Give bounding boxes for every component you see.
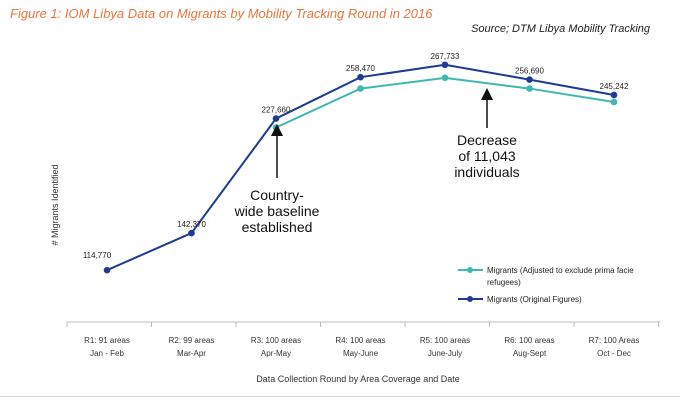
data-point <box>441 61 449 69</box>
figure-source: Source; DTM Libya Mobility Tracking <box>471 23 650 35</box>
data-point <box>526 76 533 83</box>
x-tick-label: Oct - Dec <box>597 349 631 358</box>
x-tick-label: Apr-May <box>261 349 291 358</box>
bottom-divider <box>0 396 680 397</box>
data-label: 256,690 <box>515 67 544 76</box>
data-point <box>357 73 364 81</box>
data-label: 258,470 <box>346 64 375 73</box>
data-label: 245,242 <box>600 82 629 91</box>
data-label: 114,770 <box>83 251 112 260</box>
annotation-text: established <box>242 219 313 235</box>
x-tick-label: Jan - Feb <box>90 349 124 358</box>
annotation-text: individuals <box>454 164 519 180</box>
x-tick-label: R4: 100 areas <box>335 336 385 345</box>
legend-label: Migrants (Adjusted to exclude prima faci… <box>487 266 634 275</box>
legend-label: refugees) <box>487 278 521 287</box>
x-axis-title: Data Collection Round by Area Coverage a… <box>256 374 460 384</box>
figure-title: Figure 1: IOM Libya Data on Migrants by … <box>10 6 433 21</box>
annotation-text: Country- <box>250 187 304 203</box>
x-tick-label: R3: 100 areas <box>251 336 301 345</box>
data-point <box>610 91 618 99</box>
x-tick-label: R7: 100 Areas <box>589 336 640 345</box>
x-tick-label: R5: 100 areas <box>420 336 470 345</box>
data-label: 267,733 <box>431 52 460 61</box>
series-line <box>106 63 615 272</box>
annotation-arrowhead <box>271 124 283 136</box>
data-point <box>526 85 533 92</box>
x-tick-label: R6: 100 areas <box>504 336 554 345</box>
x-tick-label: R2: 99 areas <box>169 336 215 345</box>
data-label: 142,370 <box>177 220 206 229</box>
data-label: 227,660 <box>262 106 291 115</box>
legend-label: Migrants (Original Figures) <box>487 295 582 304</box>
annotation-arrowhead <box>481 88 493 100</box>
y-axis-title: # Migrants Identified <box>50 164 60 245</box>
data-point <box>188 229 195 237</box>
x-tick-label: May-June <box>343 349 379 358</box>
data-point <box>103 266 111 274</box>
annotation-text: Decrease <box>457 132 517 148</box>
data-point <box>272 115 280 122</box>
x-tick-label: Aug-Sept <box>513 349 547 358</box>
data-point <box>357 85 364 92</box>
x-tick-label: R1: 91 areas <box>84 336 130 345</box>
annotation-text: of 11,043 <box>458 148 516 164</box>
legend-marker <box>467 267 473 273</box>
annotation-text: wide baseline <box>234 203 320 219</box>
legend-marker <box>467 296 473 302</box>
data-point <box>610 98 618 106</box>
x-tick-label: Mar-Apr <box>177 349 206 358</box>
x-tick-label: June-July <box>428 349 462 358</box>
data-point <box>441 74 449 82</box>
